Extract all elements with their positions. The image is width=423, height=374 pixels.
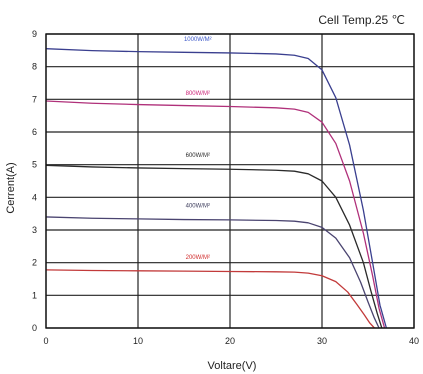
y-tick-label-9: 9 <box>32 29 37 39</box>
series-line-4 <box>45 269 375 329</box>
series-label-3: 400W/M² <box>186 204 210 210</box>
y-tick-label-7: 7 <box>32 94 37 104</box>
series-label-1: 800W/M² <box>186 91 210 97</box>
y-tick-label-6: 6 <box>32 127 37 137</box>
y-tick-label-2: 2 <box>32 258 37 268</box>
series-line-0 <box>45 48 388 329</box>
series-line-3 <box>45 216 380 329</box>
y-tick-label-3: 3 <box>32 225 37 235</box>
series-label-2: 600W/M² <box>186 153 210 159</box>
y-tick-label-1: 1 <box>32 290 37 300</box>
x-tick-label-40: 40 <box>409 336 419 346</box>
x-tick-label-0: 0 <box>43 336 48 346</box>
x-tick-label-20: 20 <box>225 336 235 346</box>
y-tick-label-5: 5 <box>32 160 37 170</box>
y-tick-label-8: 8 <box>32 62 37 72</box>
series-line-1 <box>45 100 386 329</box>
label-layer: 0 1 2 3 4 5 6 7 8 9 0 10 20 30 40 1000W/M² 800W/M² 600W/M… <box>32 29 419 346</box>
plot-frame <box>45 33 415 329</box>
y-tick-label-0: 0 <box>32 323 37 333</box>
y-tick-label-4: 4 <box>32 192 37 202</box>
y-axis-title: Cerrent(A) <box>5 162 17 213</box>
x-axis-title: Voltare(V) <box>208 360 257 372</box>
cell-temp-annotation: Cell Temp.25 ℃ <box>318 13 405 27</box>
series-line-2 <box>45 164 383 329</box>
x-tick-label-30: 30 <box>317 336 327 346</box>
series-label-0: 1000W/M² <box>184 37 212 43</box>
curve-layer <box>45 48 388 329</box>
series-label-4: 200W/M² <box>186 255 210 261</box>
x-tick-label-10: 10 <box>133 336 143 346</box>
grid-layer <box>45 33 415 329</box>
